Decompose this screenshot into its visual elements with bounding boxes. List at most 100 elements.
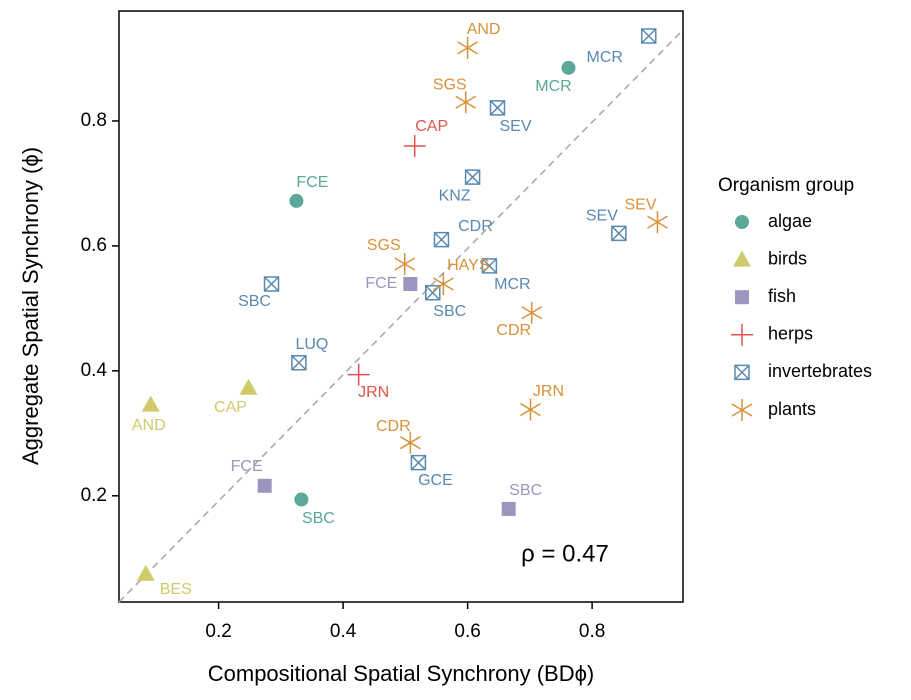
- marker: [347, 363, 370, 386]
- point-label: SEV: [499, 118, 531, 135]
- box-x: [734, 364, 750, 381]
- legend-label: fish: [768, 286, 796, 306]
- x-tick-label: 0.6: [454, 621, 480, 642]
- square: [735, 290, 749, 305]
- asterisk: [520, 398, 541, 421]
- circle: [561, 60, 576, 75]
- triangle: [141, 395, 160, 412]
- marker: [455, 91, 477, 114]
- marker: [263, 276, 280, 292]
- box-x: [263, 276, 280, 292]
- asterisk: [399, 431, 421, 454]
- box-x: [410, 454, 427, 471]
- plus: [403, 134, 426, 157]
- point-label: CDR: [496, 322, 531, 339]
- marker: [521, 301, 543, 324]
- plot-frame: [118, 10, 684, 603]
- circle: [294, 492, 309, 507]
- box-x: [291, 354, 307, 371]
- marker: [647, 211, 668, 234]
- marker: [731, 323, 753, 346]
- marker: [291, 354, 307, 371]
- marker: [520, 398, 541, 421]
- marker: [457, 36, 478, 59]
- point-label: AND: [467, 21, 501, 38]
- marker: [141, 395, 160, 412]
- legend-label: plants: [768, 399, 816, 419]
- x-tick-label: 0.4: [330, 621, 357, 642]
- marker: [433, 231, 450, 248]
- point-label: SGS: [367, 237, 401, 254]
- marker: [403, 277, 418, 292]
- box-x: [611, 225, 627, 242]
- point-label: CDR: [458, 218, 493, 235]
- point-label: SBC: [238, 293, 271, 310]
- marker: [432, 273, 454, 296]
- x-tick-label: 0.2: [205, 621, 231, 642]
- marker: [733, 250, 751, 267]
- point-label: MCR: [587, 49, 623, 66]
- point-label: CAP: [214, 399, 247, 416]
- point-label: MCR: [494, 276, 530, 293]
- point-label: CDR: [376, 418, 411, 435]
- point-label: JRN: [358, 384, 389, 401]
- legend-label: birds: [768, 248, 807, 268]
- triangle: [136, 564, 155, 581]
- marker: [561, 60, 576, 75]
- point-label: BES: [160, 581, 192, 598]
- legend-label: algae: [768, 211, 812, 231]
- marker: [294, 492, 309, 507]
- point-label: SEV: [586, 208, 618, 225]
- marker: [731, 399, 753, 421]
- point-label: SGS: [433, 76, 467, 93]
- box-x: [433, 231, 450, 248]
- point-label: FCE: [365, 275, 397, 292]
- marker: [239, 378, 258, 395]
- point-label: AND: [132, 417, 166, 434]
- y-axis-label: Aggregate Spatial Synchrony (ϕ): [18, 147, 43, 465]
- point-label: LUQ: [295, 336, 328, 353]
- marker: [641, 28, 657, 44]
- marker: [399, 431, 421, 454]
- legend-title: Organism group: [718, 175, 854, 196]
- triangle: [239, 378, 258, 395]
- point-label: SEV: [624, 196, 656, 213]
- asterisk: [455, 91, 477, 114]
- triangle: [733, 250, 751, 267]
- asterisk: [521, 301, 543, 324]
- marker: [410, 454, 427, 471]
- box-x: [481, 258, 498, 274]
- legend-label: invertebrates: [768, 361, 872, 381]
- marker: [464, 169, 481, 185]
- marker: [501, 501, 516, 516]
- circle: [735, 215, 749, 229]
- square: [257, 478, 272, 493]
- square: [403, 277, 418, 292]
- y-tick-label: 0.4: [81, 360, 108, 381]
- point-label: SBC: [509, 482, 542, 499]
- point-label: JRN: [533, 383, 564, 400]
- marker: [289, 193, 304, 208]
- annotation: ρ = 0.47: [521, 540, 609, 567]
- point-label: FCE: [231, 458, 263, 475]
- marker: [735, 215, 749, 229]
- marker: [489, 100, 506, 116]
- point-label: KNZ: [439, 187, 471, 204]
- asterisk: [457, 36, 478, 59]
- legend-label: herps: [768, 324, 813, 344]
- point-label: FCE: [296, 174, 328, 191]
- asterisk: [394, 253, 416, 276]
- identity-line: [118, 29, 684, 603]
- marker: [481, 258, 498, 274]
- marker: [257, 478, 272, 493]
- marker: [734, 364, 750, 381]
- point-label: CAP: [415, 118, 448, 135]
- x-tick-label: 0.8: [579, 621, 605, 642]
- box-x: [489, 100, 506, 116]
- point-label: SBC: [302, 510, 335, 527]
- y-tick-label: 0.8: [81, 110, 107, 131]
- asterisk: [432, 273, 454, 296]
- point-label: HAYS: [447, 257, 489, 274]
- square: [501, 501, 516, 516]
